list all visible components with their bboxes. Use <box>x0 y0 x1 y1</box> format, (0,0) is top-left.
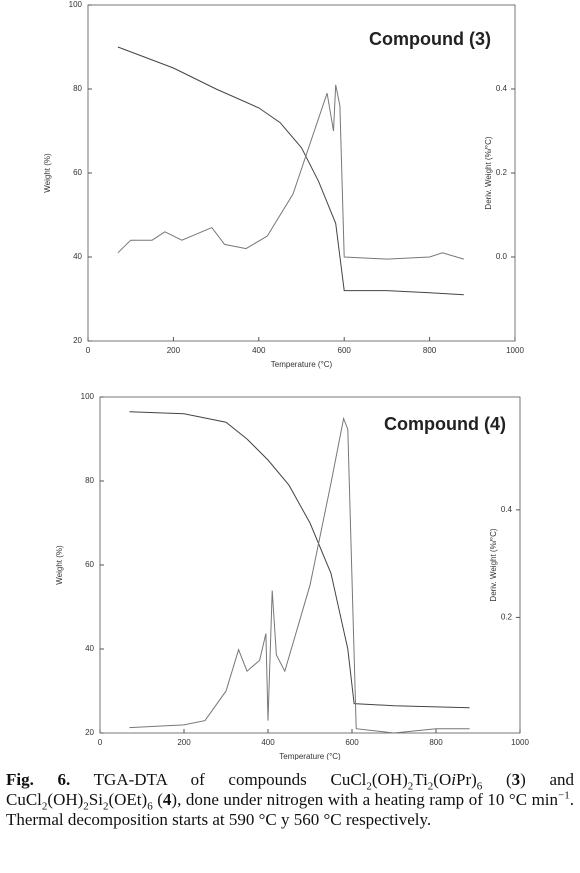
x-tick-label: 200 <box>167 346 181 355</box>
y-tick-label: 100 <box>69 0 83 9</box>
x-axis-label: Temperature (°C) <box>279 752 341 760</box>
caption-run: Pr) <box>455 770 477 789</box>
caption-run: Ti <box>413 770 428 789</box>
figure: 0 200 400 600 800 1000204060801000.00.20.4Tem… <box>43 0 529 761</box>
y-tick-label: 80 <box>73 84 82 93</box>
y2-tick-label: 0.4 <box>501 505 513 514</box>
caption-run: 2 <box>407 780 414 793</box>
caption-run: (OH) <box>371 770 408 789</box>
y2-tick-label: 0.4 <box>496 84 508 93</box>
x-tick-label: 800 <box>423 346 437 355</box>
data-line <box>117 46 464 296</box>
caption-run: TGA-DTA of compounds CuCl <box>70 770 367 789</box>
caption-run: Fig. 6. <box>6 770 71 789</box>
y2-axis-label: Deriv. Weight (%/°C) <box>484 136 493 209</box>
x-tick-label: 600 <box>345 738 359 747</box>
x-tick-label: 0 <box>86 346 91 355</box>
caption-run: ( <box>152 790 163 809</box>
caption-run: (OH) <box>47 790 84 809</box>
y-tick-label: 80 <box>85 476 94 485</box>
plot-frame <box>99 396 521 734</box>
caption-run: 6 <box>476 780 483 793</box>
caption-run: i <box>451 770 456 789</box>
y-tick-label: 40 <box>73 252 82 261</box>
data-line <box>129 411 470 709</box>
y-tick-label: 20 <box>85 728 94 737</box>
y-tick-label: 40 <box>85 644 94 653</box>
x-axis-label: Temperature (°C) <box>271 360 333 369</box>
x-tick-label: 800 <box>429 738 443 747</box>
y2-tick-label: 0.2 <box>501 613 513 622</box>
y-tick-label: 20 <box>73 336 82 345</box>
caption-run: 6 <box>147 800 153 813</box>
data-line <box>117 84 464 260</box>
caption-run: . Thermal decomposition starts at 590 °C… <box>6 790 575 829</box>
x-tick-label: 200 <box>177 738 191 747</box>
caption: Fig. 6. TGA-DTA of compounds CuCl2(OH)2T… <box>6 770 574 830</box>
caption-run: 2 <box>41 800 48 813</box>
caption-run: Si <box>88 790 103 809</box>
y-tick-label: 60 <box>85 560 94 569</box>
y-tick-label: 60 <box>73 168 82 177</box>
x-tick-label: 400 <box>261 738 275 747</box>
y-tick-label: 100 <box>81 392 95 401</box>
caption-run: 3 <box>511 770 521 789</box>
x-tick-label: 1000 <box>506 346 524 355</box>
caption-run: 2 <box>366 780 372 793</box>
x-tick-label: 0 <box>98 738 103 747</box>
caption-run: ), done under nitrogen with a heating ra… <box>171 790 559 809</box>
y2-axis-label: Deriv. Weight (%/°C) <box>489 528 498 601</box>
caption-run: ) and CuCl <box>6 770 574 809</box>
plot-frame <box>87 4 516 342</box>
caption-run: 2 <box>102 800 109 813</box>
x-tick-label: 400 <box>252 346 266 355</box>
caption-run: −1 <box>558 789 570 802</box>
caption-run: (OEt) <box>108 790 148 809</box>
y2-tick-label: 0.0 <box>496 252 508 261</box>
caption-run: 2 <box>83 800 89 813</box>
caption-run: (O <box>433 770 452 789</box>
y-axis-label: Weight (%) <box>43 153 52 193</box>
chart-title: Compound (4) <box>384 414 506 434</box>
data-line <box>129 416 470 734</box>
chart-title: Compound (3) <box>369 29 491 49</box>
y2-tick-label: 0.2 <box>496 168 508 177</box>
y-axis-label: Weight (%) <box>55 545 64 585</box>
x-tick-label: 1000 <box>511 738 529 747</box>
caption-run: ( <box>482 770 512 789</box>
caption-run: 4 <box>162 790 172 809</box>
x-tick-label: 600 <box>338 346 352 355</box>
caption-run: 2 <box>427 780 434 793</box>
